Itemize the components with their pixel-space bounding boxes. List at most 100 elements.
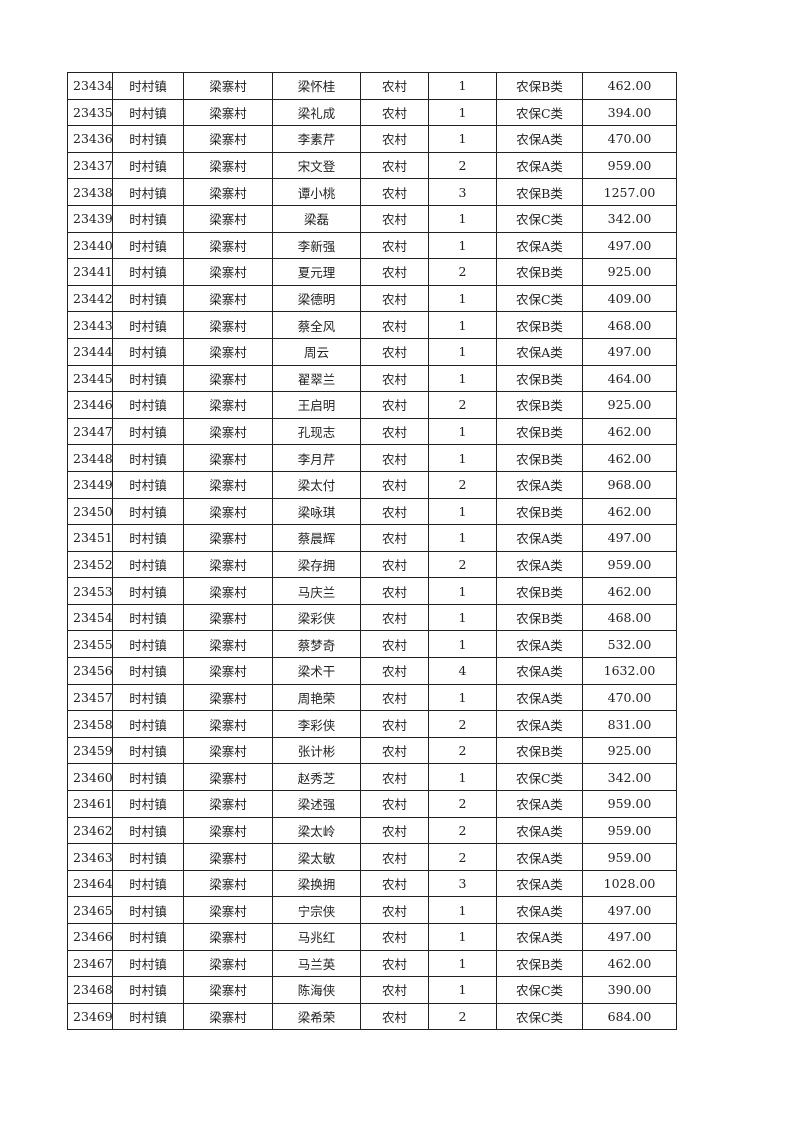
person-count-cell: 1 <box>428 337 497 366</box>
insurance-category-cell: 农保C类 <box>496 204 583 233</box>
town-cell: 时村镇 <box>112 258 184 286</box>
town-cell: 时村镇 <box>112 923 184 951</box>
town-cell: 时村镇 <box>112 524 184 552</box>
insurance-category-cell: 农保C类 <box>496 976 583 1004</box>
name-cell: 陈海侠 <box>272 976 361 1004</box>
name-cell: 蔡晨辉 <box>272 524 361 552</box>
name-cell: 周艳荣 <box>272 683 361 712</box>
amount-cell: 959.00 <box>582 843 677 871</box>
town-cell: 时村镇 <box>112 869 184 898</box>
town-cell: 时村镇 <box>112 896 184 924</box>
serial-number-cell: 23440 <box>67 231 113 260</box>
insurance-category-cell: 农保B类 <box>496 497 583 526</box>
person-count-cell: 1 <box>428 763 497 792</box>
amount-cell: 968.00 <box>582 470 677 499</box>
amount-cell: 1028.00 <box>582 869 677 898</box>
insurance-category-cell: 农保A类 <box>496 550 583 579</box>
household-type-cell: 农村 <box>360 391 429 419</box>
person-count-cell: 1 <box>428 603 497 632</box>
person-count-cell: 2 <box>428 470 497 499</box>
serial-number-cell: 23439 <box>67 204 113 233</box>
town-cell: 时村镇 <box>112 843 184 871</box>
household-type-cell: 农村 <box>360 657 429 685</box>
household-type-cell: 农村 <box>360 284 429 313</box>
household-type-cell: 农村 <box>360 790 429 818</box>
village-cell: 梁寨村 <box>183 790 273 818</box>
town-cell: 时村镇 <box>112 337 184 366</box>
town-cell: 时村镇 <box>112 417 184 446</box>
town-cell: 时村镇 <box>112 444 184 472</box>
name-cell: 李彩侠 <box>272 710 361 738</box>
village-cell: 梁寨村 <box>183 869 273 898</box>
name-cell: 蔡梦奇 <box>272 630 361 659</box>
amount-cell: 409.00 <box>582 284 677 313</box>
insurance-category-cell: 农保B类 <box>496 603 583 632</box>
name-cell: 宋文登 <box>272 151 361 180</box>
person-count-cell: 2 <box>428 816 497 845</box>
household-type-cell: 农村 <box>360 364 429 393</box>
household-type-cell: 农村 <box>360 763 429 792</box>
table-row: 23440 时村镇 梁寨村 李新强 农村 1 农保A类 497.00 <box>67 231 677 260</box>
table-row: 23463 时村镇 梁寨村 梁太敏 农村 2 农保A类 959.00 <box>67 843 677 871</box>
table-row: 23466 时村镇 梁寨村 马兆红 农村 1 农保A类 497.00 <box>67 923 677 951</box>
household-type-cell: 农村 <box>360 337 429 366</box>
amount-cell: 925.00 <box>582 736 677 765</box>
household-type-cell: 农村 <box>360 204 429 233</box>
serial-number-cell: 23448 <box>67 444 113 472</box>
person-count-cell: 1 <box>428 125 497 153</box>
table-row: 23435 时村镇 梁寨村 梁礼成 农村 1 农保C类 394.00 <box>67 98 677 127</box>
table-row: 23457 时村镇 梁寨村 周艳荣 农村 1 农保A类 470.00 <box>67 683 677 712</box>
village-cell: 梁寨村 <box>183 524 273 552</box>
person-count-cell: 2 <box>428 550 497 579</box>
table-row: 23462 时村镇 梁寨村 梁太岭 农村 2 农保A类 959.00 <box>67 816 677 845</box>
name-cell: 夏元理 <box>272 258 361 286</box>
household-type-cell: 农村 <box>360 843 429 871</box>
person-count-cell: 1 <box>428 923 497 951</box>
name-cell: 谭小桃 <box>272 178 361 206</box>
village-cell: 梁寨村 <box>183 923 273 951</box>
insurance-category-cell: 农保A类 <box>496 524 583 552</box>
person-count-cell: 2 <box>428 710 497 738</box>
insurance-category-cell: 农保A类 <box>496 337 583 366</box>
insurance-category-cell: 农保B类 <box>496 444 583 472</box>
household-type-cell: 农村 <box>360 550 429 579</box>
household-type-cell: 农村 <box>360 630 429 659</box>
table-row: 23456 时村镇 梁寨村 梁术干 农村 4 农保A类 1632.00 <box>67 657 677 685</box>
serial-number-cell: 23468 <box>67 976 113 1004</box>
town-cell: 时村镇 <box>112 98 184 127</box>
serial-number-cell: 23464 <box>67 869 113 898</box>
insurance-category-cell: 农保A类 <box>496 843 583 871</box>
town-cell: 时村镇 <box>112 710 184 738</box>
name-cell: 张计彬 <box>272 736 361 765</box>
name-cell: 王启明 <box>272 391 361 419</box>
town-cell: 时村镇 <box>112 284 184 313</box>
serial-number-cell: 23452 <box>67 550 113 579</box>
serial-number-cell: 23462 <box>67 816 113 845</box>
name-cell: 梁礼成 <box>272 98 361 127</box>
household-type-cell: 农村 <box>360 178 429 206</box>
person-count-cell: 1 <box>428 976 497 1004</box>
name-cell: 马庆兰 <box>272 577 361 605</box>
household-type-cell: 农村 <box>360 1002 429 1031</box>
village-cell: 梁寨村 <box>183 391 273 419</box>
name-cell: 李素芹 <box>272 125 361 153</box>
household-type-cell: 农村 <box>360 577 429 605</box>
insurance-category-cell: 农保B类 <box>496 178 583 206</box>
table-row: 23438 时村镇 梁寨村 谭小桃 农村 3 农保B类 1257.00 <box>67 178 677 206</box>
serial-number-cell: 23465 <box>67 896 113 924</box>
amount-cell: 497.00 <box>582 231 677 260</box>
town-cell: 时村镇 <box>112 72 184 100</box>
household-type-cell: 农村 <box>360 976 429 1004</box>
household-type-cell: 农村 <box>360 949 429 978</box>
table-body: 23434 时村镇 梁寨村 梁怀桂 农村 1 农保B类 462.00 23435 时村镇 梁寨村 梁礼… <box>67 72 677 1031</box>
amount-cell: 532.00 <box>582 630 677 659</box>
household-type-cell: 农村 <box>360 125 429 153</box>
town-cell: 时村镇 <box>112 577 184 605</box>
person-count-cell: 2 <box>428 843 497 871</box>
table-row: 23439 时村镇 梁寨村 梁磊 农村 1 农保C类 342.00 <box>67 204 677 233</box>
village-cell: 梁寨村 <box>183 337 273 366</box>
household-type-cell: 农村 <box>360 72 429 100</box>
table-row: 23443 时村镇 梁寨村 蔡全风 农村 1 农保B类 468.00 <box>67 311 677 339</box>
person-count-cell: 1 <box>428 896 497 924</box>
person-count-cell: 1 <box>428 524 497 552</box>
